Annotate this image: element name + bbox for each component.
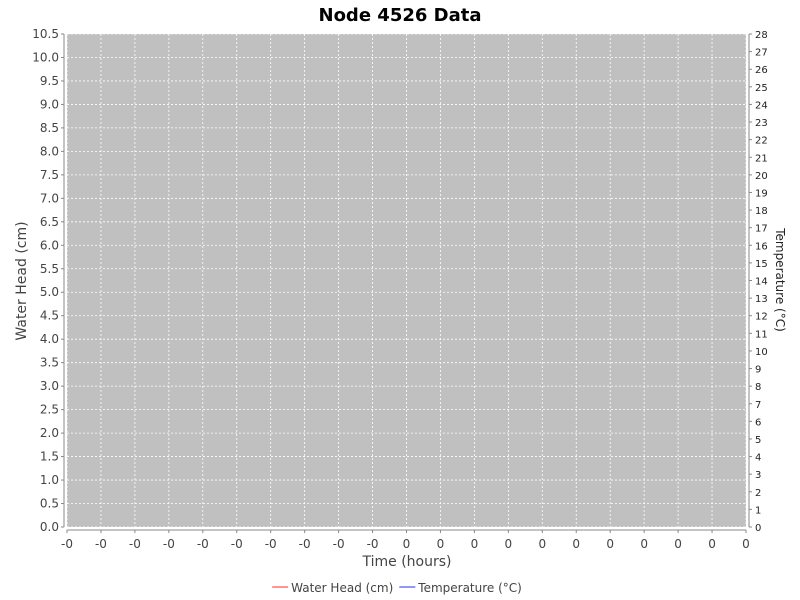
x-tick-label: -0 [163,537,175,551]
y2-tick-label: 11 [755,329,768,340]
x-tick-label: -0 [299,537,311,551]
y-tick-label: 1.0 [40,473,59,487]
y2-tick-label: 18 [755,206,768,217]
y-tick-label: 10.0 [32,50,59,64]
y2-tick-label: 9 [755,365,761,376]
y-tick-label: 6.0 [40,238,59,252]
chart-title: Node 4526 Data [319,5,482,26]
x-tick-label: 0 [674,537,682,551]
y2-tick-label: 7 [755,400,761,411]
y-tick-label: 2.5 [40,403,59,417]
y2-tick-label: 16 [755,241,768,252]
y-tick-label: 8.5 [40,121,59,135]
y-tick-label: 9.5 [40,74,59,88]
x-tick-label: -0 [231,537,243,551]
legend-label: Temperature (°C) [417,581,522,595]
y2-tick-label: 23 [755,118,768,129]
y-tick-label: 0.5 [40,497,59,511]
y2-tick-label: 26 [755,65,768,76]
y2-tick-label: 10 [755,347,768,358]
y2-tick-label: 28 [755,30,768,41]
y-tick-label: 3.5 [40,356,59,370]
legend: Water Head (cm) Temperature (°C) [272,581,522,595]
x-tick-label: -0 [61,537,73,551]
x-tick-label: 0 [437,537,445,551]
y2-tick-label: 17 [755,224,768,235]
x-tick-label: 0 [742,537,750,551]
x-tick-label: 0 [505,537,513,551]
y2-tick-label: 24 [755,100,768,111]
x-tick-label: 0 [471,537,479,551]
y-tick-label: 2.0 [40,426,59,440]
x-axis-label: Time (hours) [362,554,452,570]
y-tick-label: 9.0 [40,97,59,111]
y2-tick-label: 15 [755,259,768,270]
y-tick-label: 1.5 [40,450,59,464]
y-tick-label: 7.5 [40,168,59,182]
plot-area [67,34,746,527]
x-tick-label: 0 [708,537,716,551]
y2-tick-label: 12 [755,312,768,323]
x-tick-label: 0 [403,537,411,551]
y2-tick-label: 5 [755,435,761,446]
x-tick-label: -0 [129,537,141,551]
y-tick-label: 7.0 [40,191,59,205]
y2-tick-label: 13 [755,294,768,305]
y-axis-right: 0123456789101112131415161718192021222324… [748,30,768,534]
y-tick-label: 8.0 [40,144,59,158]
y-tick-label: 6.5 [40,215,59,229]
x-tick-label: -0 [95,537,107,551]
y2-tick-label: 1 [755,505,761,516]
grid-lines [66,33,747,528]
x-tick-label: -0 [197,537,209,551]
y-tick-label: 3.0 [40,379,59,393]
y2-tick-label: 27 [755,48,768,59]
x-tick-label: 0 [640,537,648,551]
y-tick-label: 5.0 [40,285,59,299]
x-tick-label: 0 [538,537,546,551]
y-tick-label: 4.0 [40,332,59,346]
y2-tick-label: 8 [755,382,761,393]
y-tick-label: 4.5 [40,309,59,323]
x-axis: -0 -0 -0 -0 -0 -0 -0 -0 -0 -0 0 0 0 0 0 0 0 0 0 0 0 [61,529,750,551]
y2-tick-label: 22 [755,136,768,147]
y2-tick-label: 14 [755,277,768,288]
x-tick-label: 0 [606,537,614,551]
y2-tick-label: 21 [755,153,768,164]
x-tick-label: 0 [572,537,580,551]
y2-tick-label: 6 [755,417,761,428]
y2-axis-label: Temperature (°C) [773,227,787,332]
y-axis-left: 0.0 0.5 1.0 1.5 2.0 2.5 3.0 3.5 4.0 4.5 5.0 5.5 6.0 6… [32,27,65,534]
x-tick-label: -0 [333,537,345,551]
legend-label: Water Head (cm) [291,581,393,595]
y-tick-label: 10.5 [32,27,59,41]
y2-tick-label: 25 [755,83,768,94]
x-tick-label: -0 [265,537,277,551]
y2-tick-label: 2 [755,488,761,499]
y-tick-label: 0.0 [40,520,59,534]
y2-tick-label: 19 [755,188,768,199]
y2-tick-label: 3 [755,470,761,481]
y2-tick-label: 4 [755,453,761,464]
y-axis-label: Water Head (cm) [14,221,30,340]
y2-tick-label: 0 [755,523,761,534]
x-tick-label: -0 [367,537,379,551]
y-tick-label: 5.5 [40,262,59,276]
y2-tick-label: 20 [755,171,768,182]
